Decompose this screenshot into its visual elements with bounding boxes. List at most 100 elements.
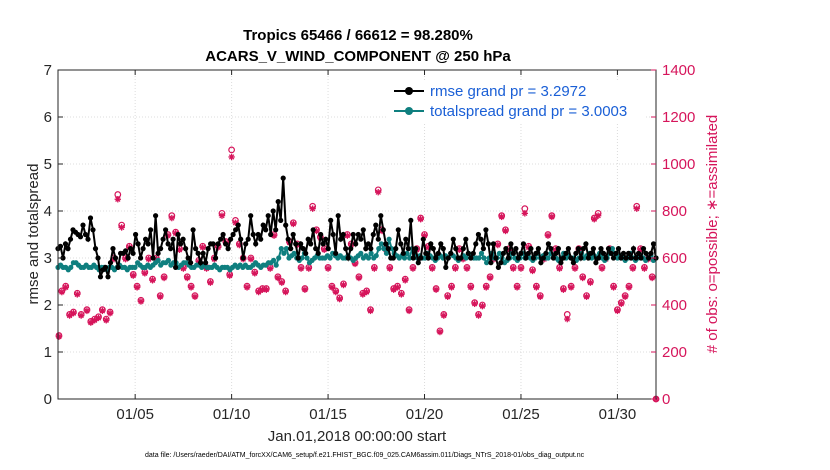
y-tick-label: 5 (44, 156, 52, 173)
rmse-point (235, 222, 241, 228)
obs-assimilated-stroke (145, 256, 152, 262)
obs-assimilated-stroke (410, 265, 416, 272)
spread-point (478, 250, 485, 256)
obs-assimilated-point (340, 281, 347, 289)
obs-assimilated-point (587, 279, 594, 286)
rmse-point (343, 246, 349, 252)
obs-assimilated-stroke (184, 275, 190, 281)
obs-assimilated-stroke (118, 224, 125, 231)
rmse-point (548, 246, 554, 252)
rmse-point (373, 222, 379, 228)
legend: rmse grand pr = 3.2972 totalspread grand… (388, 80, 644, 124)
rmse-point (425, 255, 431, 261)
rmse-point (513, 246, 519, 252)
obs-assimilated-stroke (99, 308, 106, 314)
obs-assimilated-point (172, 230, 179, 237)
rmse-point (67, 236, 74, 242)
obs-assimilated-stroke (352, 261, 358, 267)
obs-assimilated-stroke (468, 284, 474, 291)
spread-point (327, 255, 333, 261)
y-right-tick-label: 400 (662, 297, 687, 314)
obs-assimilated-point (207, 279, 214, 286)
spread-point (407, 255, 413, 261)
obs-assimilated-stroke (255, 289, 262, 295)
obs-assimilated-stroke (402, 277, 408, 284)
rmse-point (175, 231, 181, 238)
rmse-point (155, 250, 161, 256)
rmse-point (498, 260, 504, 266)
y-axis-right: 0 200 400 600 800 1000 1200 1400 (662, 62, 695, 408)
obs-assimilated-point (243, 284, 251, 291)
obs-assimilated-point (228, 153, 235, 161)
rmse-point (153, 213, 159, 219)
obs-assimilated-point (402, 277, 409, 284)
obs-assimilated-point (149, 277, 156, 284)
rmse-point (553, 250, 559, 256)
rmse-point (543, 250, 549, 256)
rmse-point (565, 246, 572, 252)
rmse-point (585, 255, 592, 261)
obs-assimilated-stroke (226, 272, 233, 279)
rmse-point (253, 241, 259, 247)
obs-assimilated-point (621, 293, 629, 300)
rmse-point (243, 241, 249, 247)
obs-assimilated-point (564, 315, 571, 323)
obs-assimilated-point (579, 274, 586, 282)
spread-point (378, 241, 384, 247)
obs-assimilated-point (168, 214, 176, 222)
obs-assimilated-point (305, 265, 312, 272)
rmse-point (338, 236, 344, 242)
y-right-tick-label: 0 (662, 391, 670, 408)
obs-assimilated-stroke (282, 289, 289, 295)
obs-assimilated-stroke (263, 287, 270, 293)
rmse-point (403, 236, 409, 242)
rmse-point (353, 241, 359, 247)
obs-assimilated-point (199, 244, 206, 251)
y-right-tick-label: 1000 (662, 156, 695, 173)
rmse-point (280, 175, 286, 181)
rmse-point (238, 236, 244, 242)
rmse-point (300, 246, 306, 252)
obs-assimilated-point (77, 312, 85, 319)
chart-title-line2: ACARS_V_WIND_COMPONENT @ 250 hPa (205, 48, 511, 65)
rmse-point (610, 255, 617, 261)
obs-assimilated-point (598, 265, 606, 272)
obs-assimilated-stroke (614, 308, 621, 314)
obs-assimilated-stroke (502, 228, 509, 234)
obs-assimilated-stroke (610, 284, 617, 291)
obs-assimilated-stroke (630, 265, 636, 272)
rmse-point (288, 246, 294, 252)
obs-assimilated-stroke (103, 317, 109, 323)
rmse-point (398, 241, 404, 247)
rmse-point (325, 246, 331, 252)
obs-assimilated-stroke (219, 213, 225, 219)
obs-assimilated-stroke (232, 220, 239, 226)
rmse-point (218, 236, 224, 242)
obs-assimilated-point (436, 328, 444, 336)
obs-assimilated-point (614, 307, 621, 315)
obs-assimilated-point (513, 284, 521, 291)
obs-assimilated-stroke (161, 275, 167, 281)
obs-assimilated-point (106, 310, 114, 317)
rmse-point (443, 264, 449, 270)
rmse-point (483, 227, 489, 233)
rmse-point (590, 246, 597, 252)
rmse-point (588, 250, 594, 256)
x-tick-label: 01/30 (599, 406, 637, 423)
obs-assimilated-point (537, 293, 544, 300)
rmse-point (358, 236, 364, 242)
rmse-point (320, 241, 326, 247)
obs-assimilated-point (510, 265, 517, 272)
spread-point (304, 255, 310, 261)
spread-point (383, 250, 390, 256)
obs-assimilated-stroke (313, 228, 320, 234)
y-axis-left: 0 1 2 3 4 5 6 7 (44, 62, 52, 408)
obs-assimilated-stroke (207, 279, 214, 286)
rmse-point (303, 250, 309, 256)
spread-point (476, 255, 482, 261)
rmse-point (293, 241, 299, 247)
obs-assimilated-stroke (568, 284, 574, 291)
rmse-point (133, 231, 139, 238)
rmse-point (255, 231, 261, 238)
rmse-point (130, 250, 136, 256)
